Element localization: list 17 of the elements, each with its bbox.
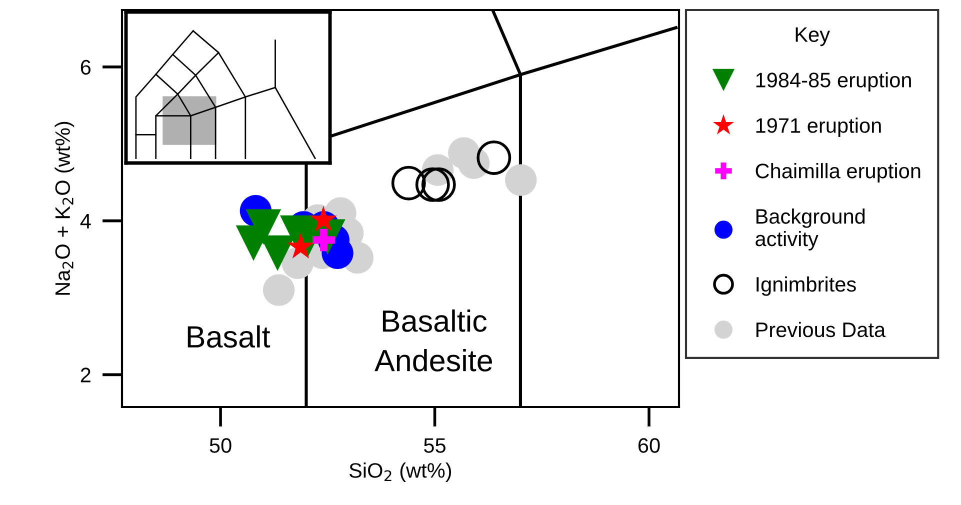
y-tick-label: 4 (80, 214, 91, 228)
legend-label: Ignimbrites (756, 276, 856, 296)
annotation: Basaltic Andesite (374, 309, 492, 372)
legend-label: 1971 eruption (756, 118, 881, 138)
x-tick-label: 50 (210, 438, 232, 453)
x-axis-title: SiO$_{2}$ (wt%) (349, 462, 452, 482)
annotation: Basalt (188, 325, 270, 348)
y-tick-label: 6 (80, 60, 91, 75)
legend-label: Previous Data (756, 322, 886, 338)
x-tick-label: 55 (424, 438, 446, 453)
y-tick-label: 2 (80, 368, 90, 382)
legend-label: Chaimilla eruption (756, 163, 920, 182)
x-tick-label: 60 (638, 438, 660, 453)
legend-label: 1984-85 eruption (756, 72, 911, 92)
legend-title: Key (796, 27, 830, 46)
legend-label: Background activity (756, 208, 865, 250)
y-axis-title: Na$_{2}$O + K$_{2}$O (wt%) (54, 122, 74, 295)
